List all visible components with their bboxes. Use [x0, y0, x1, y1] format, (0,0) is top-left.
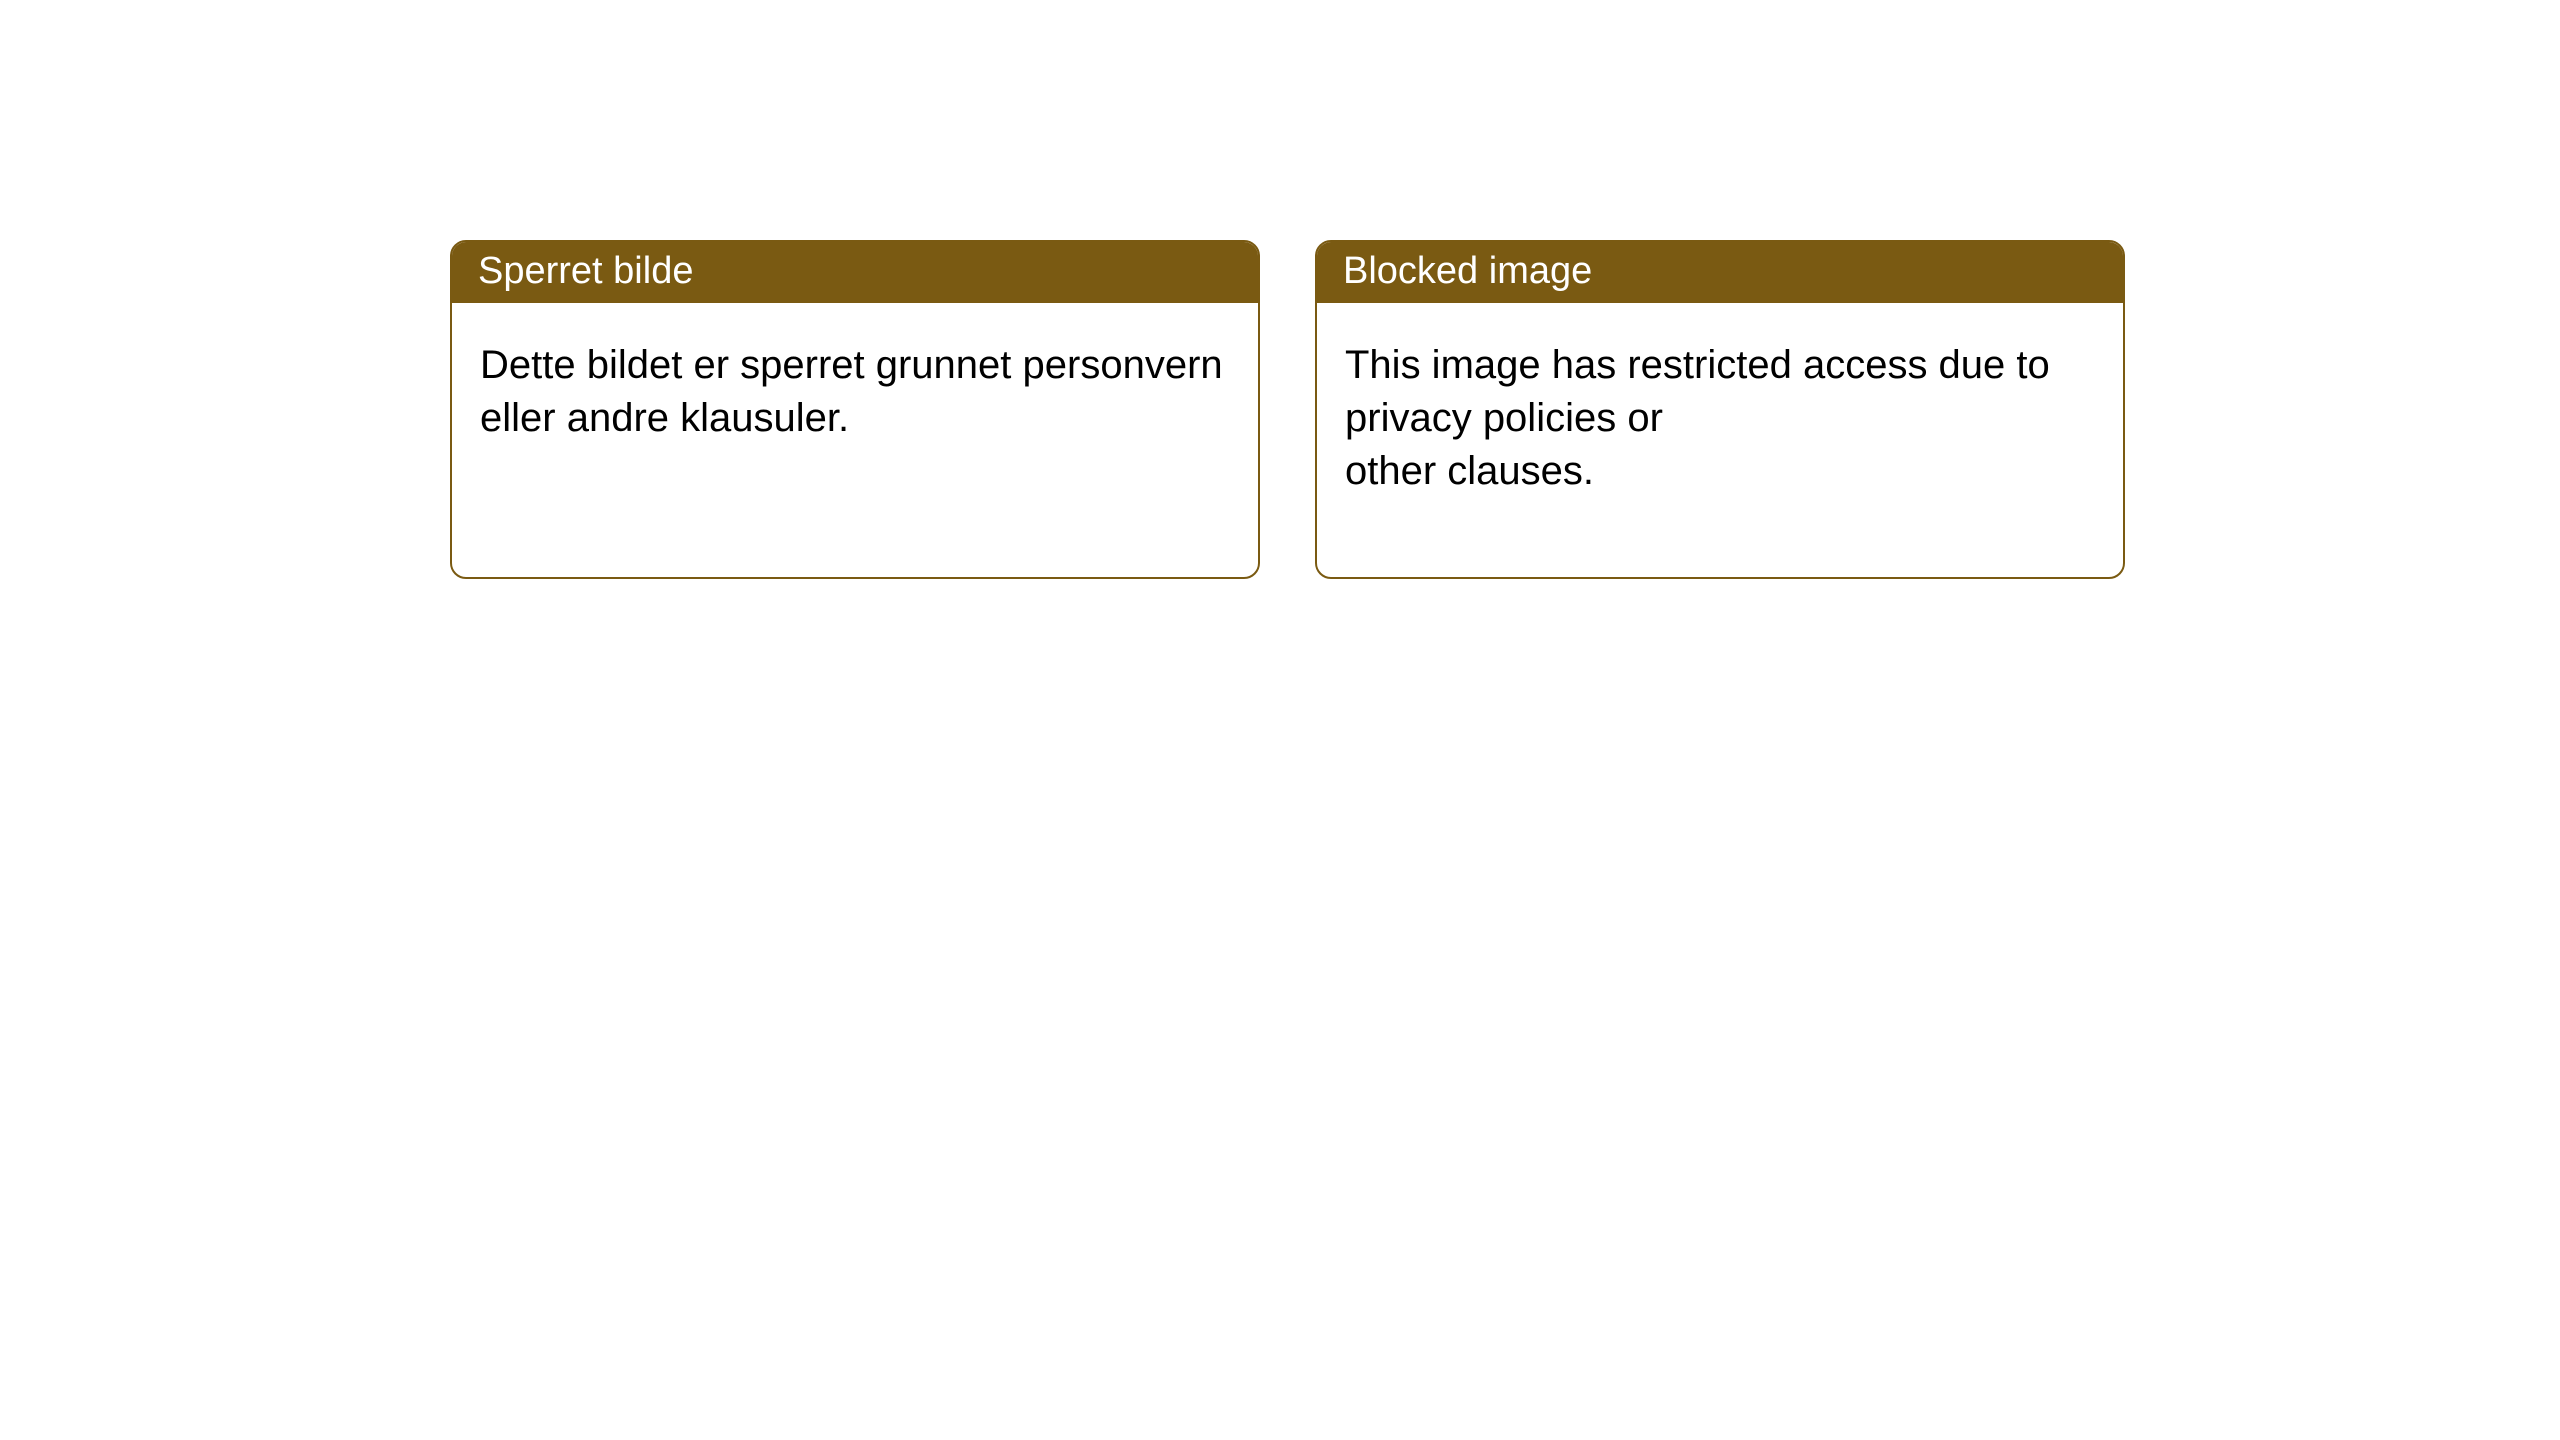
- notice-body: This image has restricted access due to …: [1317, 303, 2123, 577]
- notice-header: Sperret bilde: [452, 242, 1258, 303]
- notice-header: Blocked image: [1317, 242, 2123, 303]
- notice-body: Dette bildet er sperret grunnet personve…: [452, 303, 1258, 525]
- notice-card-english: Blocked image This image has restricted …: [1315, 240, 2125, 579]
- notices-container: Sperret bilde Dette bildet er sperret gr…: [0, 0, 2560, 579]
- notice-card-norwegian: Sperret bilde Dette bildet er sperret gr…: [450, 240, 1260, 579]
